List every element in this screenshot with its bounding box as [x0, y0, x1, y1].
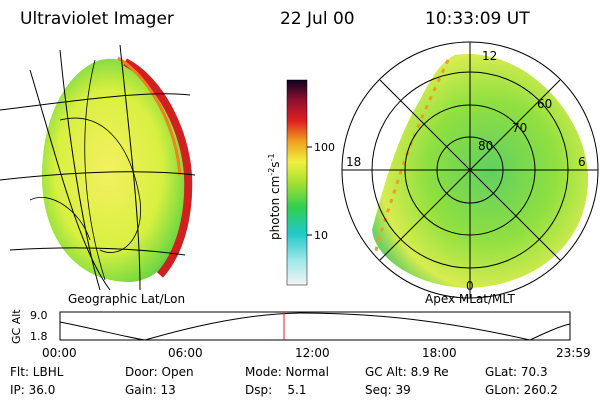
y-tick-label: 9.0: [30, 309, 48, 322]
mlt-label: 6: [578, 155, 586, 169]
status-field: GLon: 260.2: [485, 383, 558, 397]
panel-label: Geographic Lat/Lon: [68, 292, 185, 306]
status-field: Door: Open: [125, 365, 194, 379]
status-field: GLat: 70.3: [485, 365, 548, 379]
geographic-image: Geographic Lat/Lon: [0, 44, 196, 306]
status-field: IP: 36.0: [10, 383, 55, 397]
mlt-label: 18: [346, 155, 361, 169]
mlt-label: 12: [482, 49, 497, 63]
x-tick-label: 12:00: [295, 346, 330, 360]
lat-label: 60: [537, 97, 552, 111]
x-tick-label: 00:00: [42, 346, 77, 360]
colorbar-tick: 100: [314, 141, 335, 154]
colorbar: 100 10 photon cm-2s-1: [267, 79, 335, 286]
x-tick-label: 06:00: [168, 346, 203, 360]
status-field: Dsp: 5.1: [245, 383, 307, 397]
date: 22 Jul 00: [280, 9, 355, 29]
time: 10:33:09 UT: [425, 9, 530, 29]
x-tick-label: 23:59: [556, 346, 591, 360]
y-axis-label: GC Alt: [10, 309, 23, 344]
x-tick-label: 18:00: [422, 346, 457, 360]
altitude-plot: GC Alt 9.0 1.8 00:00 06:00 12:00 18:00 2…: [10, 309, 591, 360]
status-field: GC Alt: 8.9 Re: [365, 365, 449, 379]
colorbar-tick: 10: [314, 229, 328, 242]
lat-label: 70: [512, 121, 527, 135]
panel-label: Apex MLat/MLT: [425, 292, 515, 306]
polar-image: 12 18 6 0 60 70 80 Apex MLat/MLT: [341, 41, 599, 306]
status-field: Mode: Normal: [245, 365, 329, 379]
instrument: Ultraviolet Imager: [20, 9, 174, 29]
status-field: Flt: LBHL: [10, 365, 64, 379]
lat-label: 80: [478, 139, 493, 153]
y-tick-label: 1.8: [30, 330, 48, 343]
status-field: Seq: 39: [365, 383, 411, 397]
colorbar-label: photon cm-2s-1: [267, 153, 282, 240]
status-field: Gain: 13: [125, 383, 176, 397]
mlt-label: 0: [466, 279, 474, 293]
status-table: Flt: LBHL Door: Open Mode: Normal GC Alt: 8…: [10, 365, 558, 397]
